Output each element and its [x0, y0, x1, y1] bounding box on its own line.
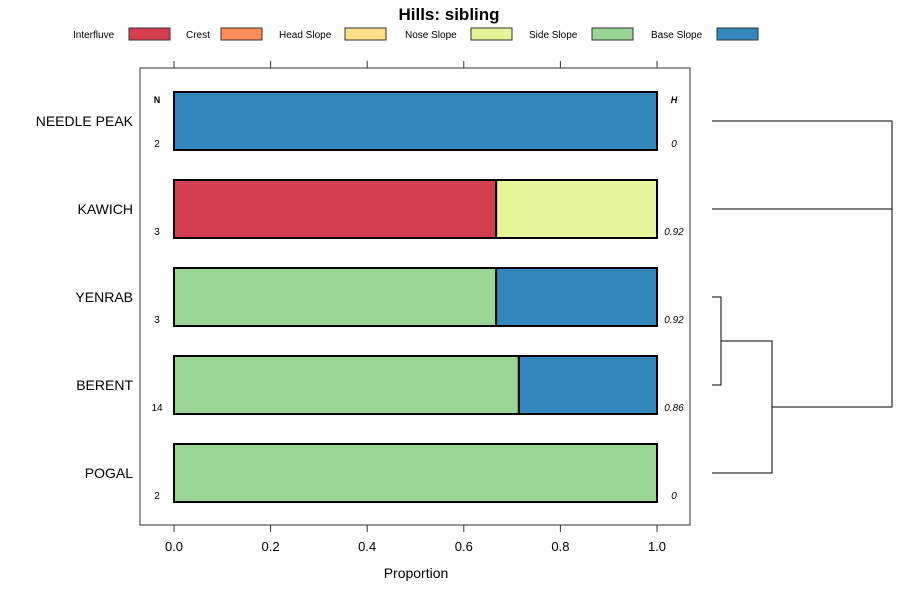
legend-label: Side Slope — [529, 30, 578, 41]
legend-swatch — [591, 27, 634, 41]
dendrogram — [712, 120, 893, 474]
bar-segment — [173, 355, 520, 415]
category-label: NEEDLE PEAK — [36, 113, 134, 129]
legend-label: Base Slope — [651, 30, 703, 41]
legend: Interfluve Crest Head Slope Nose Slope Side … — [73, 27, 759, 41]
n-label: 2 — [154, 139, 160, 150]
n-header: N — [154, 95, 161, 105]
legend-label: Crest — [186, 30, 210, 41]
n-label: 3 — [154, 315, 160, 326]
category-label: POGAL — [85, 465, 133, 481]
legend-label: Interfluve — [73, 30, 115, 41]
h-label: 0 — [671, 139, 677, 150]
x-tick-label: 0.6 — [455, 539, 473, 554]
chart-title: Hills: sibling — [398, 5, 499, 24]
h-label: 0.92 — [664, 315, 684, 326]
bar-segment — [517, 355, 658, 415]
plot-panel — [139, 67, 691, 526]
legend-swatch — [128, 27, 171, 41]
legend-label: Head Slope — [279, 30, 332, 41]
x-tick-label: 0.0 — [165, 539, 183, 554]
n-label: 2 — [154, 491, 160, 502]
x-tick-label: 0.4 — [358, 539, 376, 554]
bar-segment — [173, 91, 658, 151]
bar-segment — [495, 267, 659, 327]
bar-segment — [495, 179, 659, 239]
legend-swatch — [344, 27, 387, 41]
legend-swatch — [470, 27, 513, 41]
x-axis-label: Proportion — [384, 565, 449, 581]
n-label: 3 — [154, 227, 160, 238]
legend-swatch — [220, 27, 263, 41]
x-axis: 0.0 0.2 0.4 0.6 0.8 1.0 — [165, 61, 666, 554]
dendrogram-branch — [712, 120, 893, 408]
h-label: 0.92 — [664, 227, 684, 238]
bar-segment — [173, 267, 498, 327]
h-header: H — [671, 95, 678, 105]
h-label: 0 — [671, 491, 677, 502]
category-label: KAWICH — [78, 201, 133, 217]
legend-label: Nose Slope — [405, 30, 457, 41]
x-tick-label: 0.8 — [551, 539, 569, 554]
h-label: 0.86 — [664, 403, 684, 414]
x-tick-label: 1.0 — [648, 539, 666, 554]
dendrogram-branch — [712, 296, 722, 386]
category-label: YENRAB — [75, 289, 133, 305]
x-tick-label: 0.2 — [262, 539, 280, 554]
bar-segment — [173, 179, 498, 239]
bars: NEEDLE PEAK 2 0 KAWICH 3 0.92 YENRAB 3 0.92 BEREN… — [36, 91, 684, 503]
legend-swatch — [716, 27, 759, 41]
category-label: BERENT — [76, 377, 133, 393]
n-label: 14 — [151, 403, 163, 414]
bar-segment — [173, 443, 658, 503]
